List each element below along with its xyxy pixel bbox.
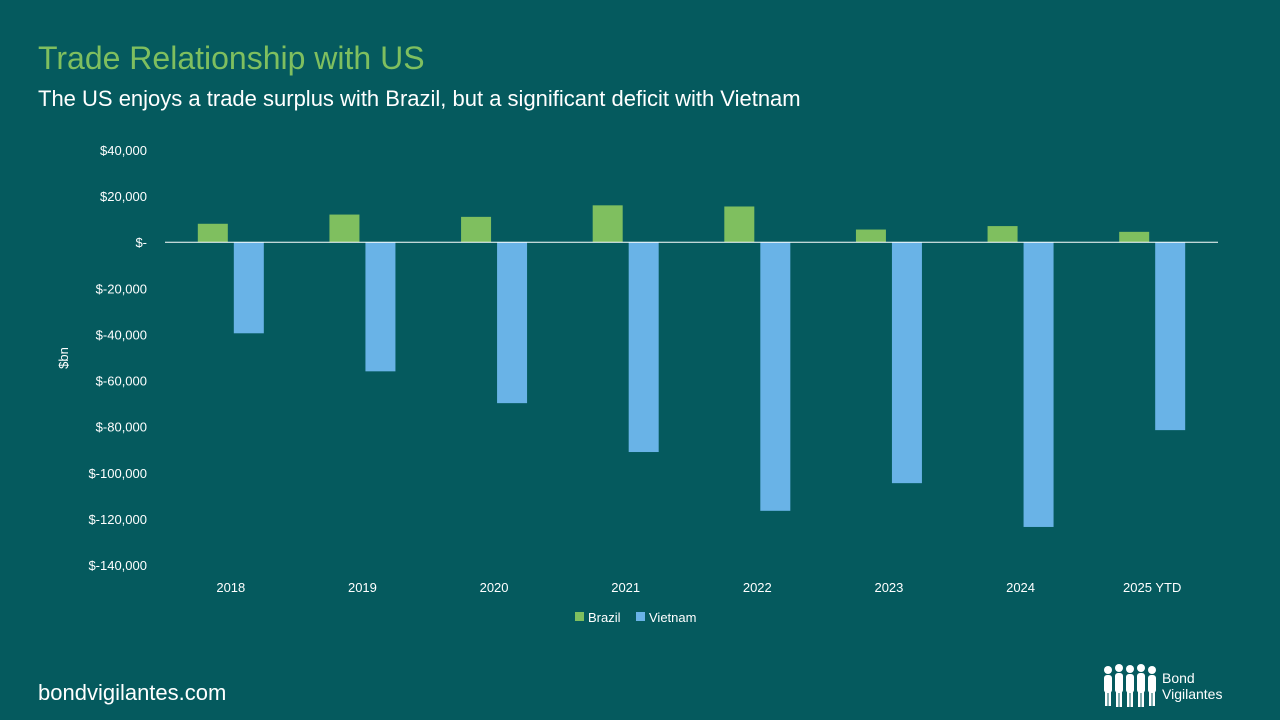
- y-tick-label: $-80,000: [96, 420, 147, 435]
- bar-vietnam: [233, 242, 264, 334]
- bar-vietnam: [760, 242, 791, 511]
- x-tick-label: 2020: [480, 580, 509, 595]
- x-tick-label: 2025 YTD: [1123, 580, 1181, 595]
- bar-brazil: [329, 214, 360, 243]
- y-tick-label: $-120,000: [88, 512, 147, 527]
- bar-vietnam: [891, 242, 922, 484]
- bar-brazil: [855, 229, 886, 243]
- chart-subtitle: The US enjoys a trade surplus with Brazi…: [38, 86, 801, 111]
- x-tick-label: 2022: [743, 580, 772, 595]
- bar-brazil: [987, 226, 1018, 243]
- y-tick-label: $-100,000: [88, 466, 147, 481]
- bar-vietnam: [1155, 242, 1186, 431]
- y-axis: $40,000 $20,000 $- $-20,000 $-40,000 $-60,000…: [88, 143, 147, 573]
- bar-chart: $40,000 $20,000 $- $-20,000 $-40,000 $-60,000…: [56, 143, 1218, 625]
- people-silhouette-icon: [1104, 664, 1156, 707]
- bar-series: [197, 205, 1186, 527]
- logo-line-1: Bond: [1162, 670, 1195, 686]
- y-tick-label: $-140,000: [88, 558, 147, 573]
- y-tick-label: $-60,000: [96, 374, 147, 389]
- bar-vietnam: [628, 242, 659, 453]
- y-axis-title: $bn: [56, 347, 71, 369]
- x-axis: 2018 2019 2020 2021 2022 2023 2024 2025 YTD: [216, 580, 1181, 595]
- x-tick-label: 2019: [348, 580, 377, 595]
- bar-vietnam: [365, 242, 396, 372]
- logo-line-2: Vigilantes: [1162, 686, 1223, 702]
- legend: Brazil Vietnam: [575, 610, 696, 625]
- y-tick-label: $20,000: [100, 189, 147, 204]
- bar-brazil: [724, 206, 755, 243]
- legend-swatch-vietnam: [636, 612, 645, 621]
- bar-vietnam: [1023, 242, 1054, 527]
- y-tick-label: $40,000: [100, 143, 147, 158]
- bar-brazil: [461, 216, 492, 243]
- chart-title: Trade Relationship with US: [38, 40, 425, 76]
- bond-vigilantes-logo: Bond Vigilantes: [1100, 662, 1250, 708]
- y-tick-label: $-: [135, 235, 147, 250]
- logo-text: Bond Vigilantes: [1162, 670, 1222, 702]
- bar-vietnam: [497, 242, 528, 404]
- y-tick-label: $-40,000: [96, 327, 147, 342]
- bar-brazil: [197, 223, 228, 243]
- website-link[interactable]: bondvigilantes.com: [38, 680, 227, 705]
- legend-label-brazil: Brazil: [588, 610, 621, 625]
- x-tick-label: 2021: [611, 580, 640, 595]
- bar-brazil: [1119, 231, 1150, 243]
- y-tick-label: $-20,000: [96, 281, 147, 296]
- bar-brazil: [592, 205, 623, 243]
- legend-label-vietnam: Vietnam: [649, 610, 696, 625]
- x-tick-label: 2018: [216, 580, 245, 595]
- x-tick-label: 2024: [1006, 580, 1035, 595]
- x-tick-label: 2023: [874, 580, 903, 595]
- legend-swatch-brazil: [575, 612, 584, 621]
